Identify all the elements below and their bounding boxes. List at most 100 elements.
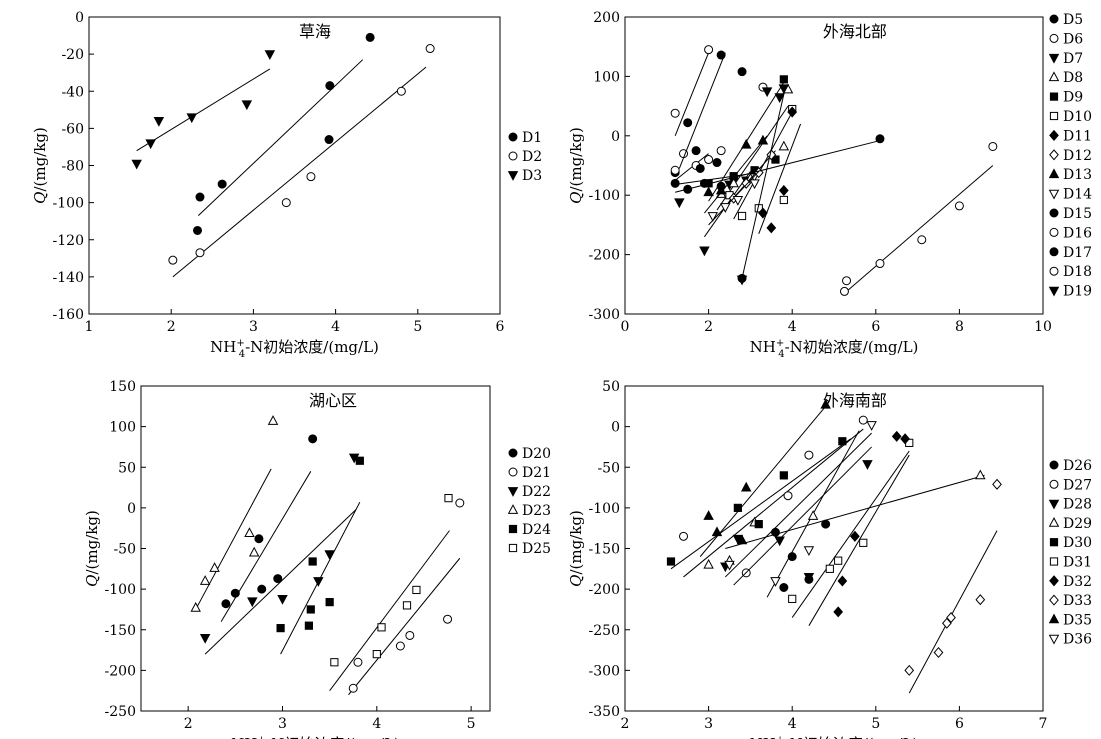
fit-line-D2 [172,66,427,278]
fit-line-D27 [683,428,864,578]
data-point-D25 [372,650,381,659]
data-point-D33 [941,617,952,629]
series-D20 [220,434,318,622]
legend-marker-D26 [1049,460,1059,470]
legend-marker-D11 [1049,129,1059,141]
y-axis-label: Q/(mg/kg) [83,510,101,587]
data-point-D31 [834,556,843,565]
legend-label-D27: D27 [1063,477,1092,493]
series-D31 [788,438,914,618]
chart-panel-3: 湖心区 2 3 4 5 150 100 50 0 -50 -100 -150 -200 -250 NH+4-… [83,379,551,739]
data-point-D2 [306,172,316,182]
data-point-D14 [749,179,760,190]
data-point-D17 [737,67,747,77]
legend-marker-D27 [1049,479,1059,489]
data-point-D33 [975,594,986,606]
chart-panel-1: 草海 1 2 3 4 5 6 0 -20 -40 -60 -80 -100 -120 -140 -160 NH+… [31,10,542,360]
legend-label-D20: D20 [522,446,551,462]
data-point-D31 [788,594,797,603]
legend-label-D16: D16 [1063,225,1092,241]
data-point-D17 [683,118,693,128]
legend-label-D10: D10 [1063,109,1092,125]
legend-marker-D35 [1048,613,1060,624]
y-axis-label: Q/(mg/kg) [567,510,585,587]
y-tick-label: 0 [75,10,84,26]
data-point-D24 [276,624,285,633]
x-tick-label: 2 [184,716,193,732]
plot-frame [624,16,1044,315]
data-point-D10 [737,211,747,221]
legend-label-D9: D9 [1063,90,1083,106]
data-point-D15 [695,163,705,173]
data-point-D27 [858,415,868,425]
fit-line-D21 [348,557,461,696]
legend-label-D32: D32 [1063,574,1092,590]
legend-label-D2: D2 [522,149,542,165]
data-point-D7 [674,198,685,209]
x-axis-label-rest: -N初始浓度/(mg/L) [245,338,379,356]
series-D2 [168,44,435,278]
data-point-D13 [703,186,714,197]
data-point-D30 [666,557,676,566]
data-point-D32 [850,530,860,542]
data-point-D2 [281,198,291,208]
series-D19 [736,84,790,286]
data-point-D13 [715,184,727,195]
legend-marker-D28 [1048,499,1060,510]
series-D24 [276,456,364,655]
x-axis-label-rest: -N初始浓度/(mg/L) [266,735,400,739]
legend-marker-D22 [507,487,519,497]
fit-line-D20 [220,471,312,622]
data-point-D13 [757,134,769,145]
data-point-D15 [875,134,885,144]
y-tick-label: -200 [589,248,620,264]
y-tick-label: -100 [53,196,84,212]
data-point-D36 [724,560,735,571]
series-D16 [839,141,998,296]
data-point-D16 [842,276,852,286]
fit-line-D23 [195,468,272,610]
data-point-D22 [277,594,288,605]
series-D28 [720,446,873,586]
data-point-D29 [975,469,986,480]
data-point-D20 [308,434,318,444]
y-tick-label: -20 [61,47,84,63]
legend-marker-D29 [1048,517,1060,527]
y-tick-label: -200 [105,663,136,679]
data-point-D11 [787,106,798,118]
legend-marker-D16 [1049,227,1059,237]
legend-marker-D30 [1049,538,1059,547]
y-tick-label: -140 [53,270,84,286]
legend-label-D5: D5 [1063,12,1083,28]
data-point-D1 [365,32,375,42]
data-point-D3 [131,159,142,170]
series-D35 [699,398,831,557]
series-D17 [678,50,747,283]
legend-marker-D7 [1048,53,1060,64]
x-tick-label: 2 [167,319,176,335]
data-point-D15 [712,158,722,168]
x-axis-label-sub: 4 [239,349,245,360]
legend-label-D15: D15 [1063,206,1092,222]
legend-marker-D12 [1049,149,1059,161]
y-tick-label: -100 [589,501,620,517]
legend-label-D18: D18 [1063,264,1092,280]
fit-line-D1 [197,59,364,216]
x-tick-label: 4 [788,319,797,335]
legend-marker-D32 [1049,575,1059,587]
data-point-D14 [720,203,731,213]
data-point-D20 [257,584,267,594]
data-point-D1 [325,81,335,91]
data-point-D28 [803,573,815,583]
fit-line-D17 [678,52,726,169]
y-tick-label: -50 [113,542,136,558]
data-point-D20 [230,588,240,598]
data-point-D23 [244,527,255,537]
y-tick-label: -50 [597,460,620,476]
data-point-D35 [820,398,831,409]
legend-marker-D1 [508,132,518,142]
legend-marker-D14 [1048,189,1060,200]
legend-marker-D5 [1049,14,1059,24]
series-D3 [131,50,276,170]
